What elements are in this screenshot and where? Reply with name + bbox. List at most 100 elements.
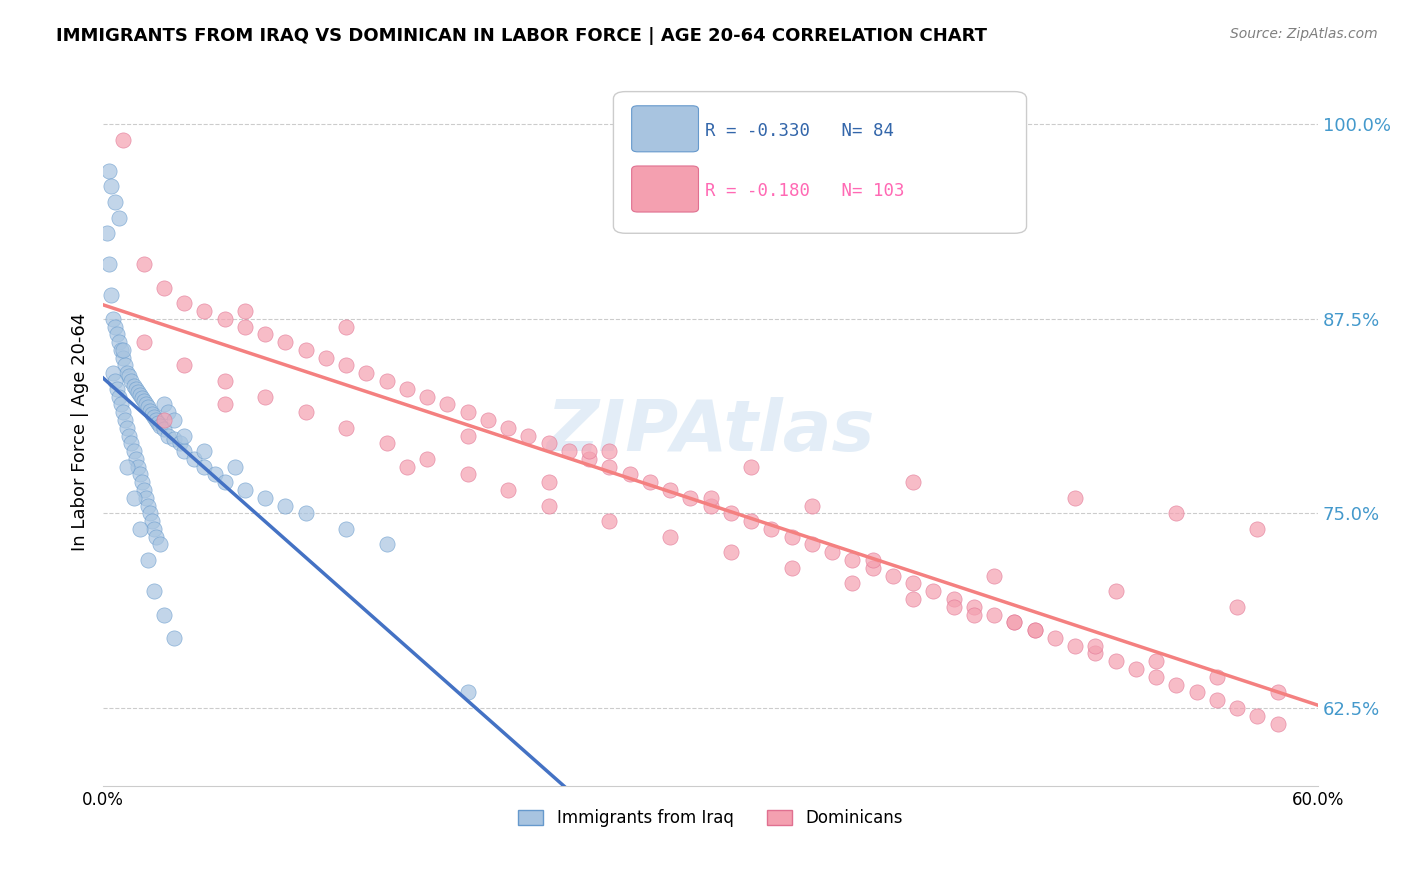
Point (153, 422, 176, 436)
Point (173, 444, 195, 458)
Point (800, 499, 823, 513)
Point (149, 537, 172, 551)
Point (517, 428, 540, 442)
Point (679, 491, 702, 505)
Point (156, 405, 179, 419)
Point (122, 444, 145, 458)
Point (112, 405, 135, 419)
Point (149, 419, 172, 434)
Point (173, 296, 195, 310)
Point (578, 444, 600, 458)
Point (117, 421, 139, 435)
Point (983, 607, 1005, 622)
Point (457, 405, 479, 419)
Point (862, 553, 884, 567)
Point (294, 405, 316, 419)
Point (124, 451, 146, 466)
Point (104, 194, 127, 209)
Point (110, 397, 132, 411)
Point (963, 599, 986, 614)
Point (254, 491, 277, 505)
Point (375, 374, 398, 388)
Point (138, 403, 160, 417)
Point (659, 530, 682, 544)
Point (720, 545, 742, 559)
Point (356, 366, 378, 380)
Point (156, 428, 179, 442)
Text: IMMIGRANTS FROM IRAQ VS DOMINICAN IN LABOR FORCE | AGE 20-64 CORRELATION CHART: IMMIGRANTS FROM IRAQ VS DOMINICAN IN LAB… (56, 27, 987, 45)
Point (183, 451, 205, 466)
Point (780, 561, 803, 575)
Point (436, 397, 458, 411)
Point (457, 467, 479, 482)
Point (740, 514, 762, 528)
Point (145, 530, 167, 544)
Text: R = -0.180   N= 103: R = -0.180 N= 103 (704, 182, 904, 200)
Point (274, 335, 297, 350)
Point (1084, 647, 1107, 661)
Point (135, 491, 157, 505)
Point (375, 537, 398, 551)
Y-axis label: In Labor Force | Age 20-64: In Labor Force | Age 20-64 (72, 312, 89, 550)
Point (335, 421, 357, 435)
Text: R = -0.330   N= 84: R = -0.330 N= 84 (704, 121, 894, 139)
Point (477, 413, 499, 427)
Point (112, 351, 135, 365)
Point (145, 413, 167, 427)
Point (128, 467, 150, 482)
Point (294, 343, 316, 357)
Point (841, 576, 863, 591)
Point (1024, 623, 1046, 637)
Point (142, 584, 165, 599)
Point (1205, 693, 1227, 707)
Point (537, 475, 560, 490)
Point (193, 304, 215, 318)
Point (224, 459, 246, 474)
Point (146, 416, 169, 430)
Point (1104, 584, 1126, 599)
Point (127, 459, 149, 474)
Point (862, 561, 884, 575)
Point (740, 459, 762, 474)
Point (841, 553, 863, 567)
FancyBboxPatch shape (613, 92, 1026, 234)
Point (98, 257, 121, 271)
Point (335, 319, 357, 334)
Point (1104, 654, 1126, 668)
Point (214, 475, 236, 490)
Point (108, 390, 131, 404)
Point (233, 483, 256, 497)
Point (1205, 670, 1227, 684)
Point (136, 499, 159, 513)
Point (104, 374, 127, 388)
Point (496, 421, 519, 435)
Point (131, 475, 153, 490)
Point (122, 378, 145, 392)
Point (169, 436, 191, 450)
Point (375, 436, 398, 450)
Point (1246, 708, 1268, 723)
Point (173, 359, 195, 373)
Point (233, 319, 256, 334)
Point (124, 382, 146, 396)
Text: ZIPAtlas: ZIPAtlas (547, 397, 875, 467)
Point (1144, 654, 1167, 668)
Point (882, 568, 904, 582)
Point (114, 413, 136, 427)
Point (100, 288, 122, 302)
Point (1064, 491, 1087, 505)
Point (204, 467, 226, 482)
Point (142, 522, 165, 536)
Point (1043, 631, 1066, 645)
Point (153, 607, 176, 622)
Point (395, 459, 418, 474)
Point (983, 568, 1005, 582)
Point (1084, 639, 1107, 653)
Point (780, 530, 803, 544)
Point (1125, 662, 1147, 676)
Point (132, 394, 155, 409)
Point (103, 311, 125, 326)
Point (153, 397, 176, 411)
Point (457, 428, 479, 442)
Point (105, 382, 128, 396)
